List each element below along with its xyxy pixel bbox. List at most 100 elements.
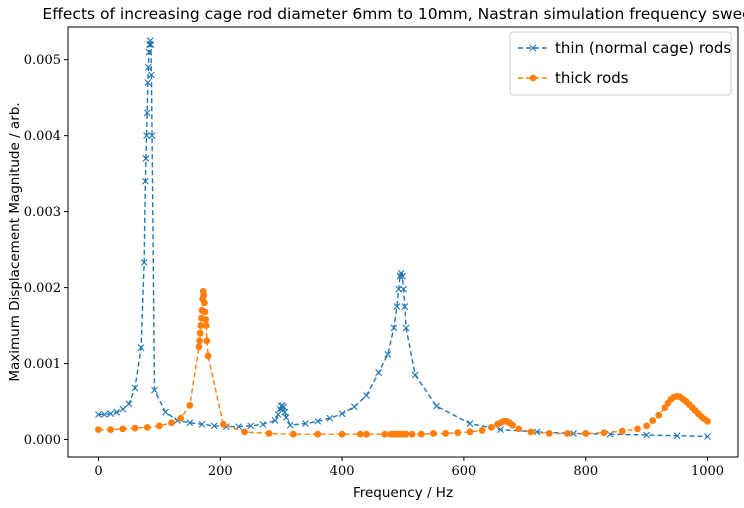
data-point <box>338 430 346 438</box>
x-tick-label: 0 <box>94 464 102 479</box>
axes-layer <box>67 26 739 458</box>
legend-marker <box>529 74 537 82</box>
data-point <box>509 421 517 429</box>
data-point <box>356 430 364 438</box>
data-point <box>417 430 425 438</box>
data-point <box>466 428 474 436</box>
data-point <box>113 408 121 416</box>
legend: thin (normal cage) rods thick rods <box>509 31 732 96</box>
data-point <box>381 430 389 438</box>
data-point <box>196 329 204 337</box>
data-point <box>203 337 211 345</box>
data-point <box>454 429 462 437</box>
data-point <box>202 316 210 323</box>
data-point <box>618 427 626 435</box>
data-point <box>497 426 504 434</box>
data-point <box>466 420 474 427</box>
y-tick-label: 0.002 <box>24 281 61 296</box>
data-point <box>119 405 127 413</box>
legend-marker <box>529 44 537 52</box>
data-point <box>145 48 153 56</box>
data-point <box>119 425 127 433</box>
data-point <box>145 63 152 71</box>
data-point <box>142 155 150 162</box>
data-point <box>168 419 175 427</box>
data-point <box>200 291 208 299</box>
data-point <box>144 79 152 86</box>
data-point <box>95 426 102 434</box>
chart-title: Effects of increasing cage rod diameter … <box>42 5 744 23</box>
data-point <box>177 414 185 422</box>
data-point <box>286 421 294 429</box>
data-point <box>143 132 150 140</box>
data-point <box>274 411 282 418</box>
data-point <box>400 285 407 293</box>
data-point <box>487 423 495 431</box>
data-point <box>196 337 203 345</box>
data-point <box>390 324 398 332</box>
plot-area <box>68 27 738 457</box>
data-point <box>545 430 553 437</box>
data-point <box>314 430 322 438</box>
data-point <box>201 308 209 316</box>
data-point <box>259 420 267 428</box>
data-point <box>402 430 410 438</box>
data-point <box>527 428 535 436</box>
data-point <box>147 41 155 48</box>
y-tick-label: 0.004 <box>24 129 61 144</box>
data-point <box>95 411 102 418</box>
y-tick-label: 0.001 <box>24 357 61 372</box>
data-point <box>433 402 440 410</box>
data-point <box>186 401 194 409</box>
data-point <box>399 272 406 280</box>
series-layer <box>95 37 711 440</box>
axes-frame <box>67 26 739 458</box>
data-point <box>363 392 370 399</box>
data-point <box>314 417 322 425</box>
data-point <box>673 432 681 440</box>
data-point <box>148 132 156 140</box>
data-point <box>393 303 401 310</box>
x-tick-label: 400 <box>330 464 355 479</box>
data-point <box>131 384 139 392</box>
y-tick-label: 0.003 <box>24 205 61 220</box>
data-point <box>186 419 194 427</box>
data-point <box>643 422 651 430</box>
x-tick-label: 800 <box>573 464 598 479</box>
data-point <box>137 344 145 351</box>
x-axis-ticks: 0 200 400 600 800 1000 <box>94 457 724 479</box>
data-point <box>140 259 148 266</box>
data-point <box>241 428 249 436</box>
y-axis-ticks: 0.000 0.001 0.002 0.003 0.004 0.005 <box>24 53 68 448</box>
data-point <box>107 410 115 418</box>
data-point <box>704 433 711 440</box>
data-point <box>265 430 273 437</box>
data-point <box>198 420 206 428</box>
data-point <box>131 424 139 432</box>
data-point <box>101 411 108 418</box>
data-point <box>395 285 403 293</box>
data-point <box>289 430 297 438</box>
data-point <box>442 430 450 437</box>
data-point <box>402 324 410 332</box>
data-point <box>533 428 541 436</box>
data-point <box>141 177 149 185</box>
data-point <box>363 430 370 438</box>
data-point <box>197 322 205 329</box>
legend-label: thick rods <box>555 69 629 87</box>
y-tick-label: 0.005 <box>24 53 61 68</box>
y-axis-label: Maximum Displacement Magnitude / arb. <box>7 102 23 381</box>
data-point <box>401 303 409 310</box>
series-1 <box>95 287 711 438</box>
data-point <box>582 430 590 437</box>
data-point <box>204 352 212 360</box>
data-point <box>125 400 133 408</box>
data-point <box>148 71 155 79</box>
axes-background <box>68 27 738 457</box>
data-point <box>280 403 288 411</box>
data-point <box>219 420 227 428</box>
data-point <box>162 408 169 416</box>
data-point <box>143 109 151 117</box>
data-point <box>302 420 309 427</box>
data-point <box>282 414 290 421</box>
